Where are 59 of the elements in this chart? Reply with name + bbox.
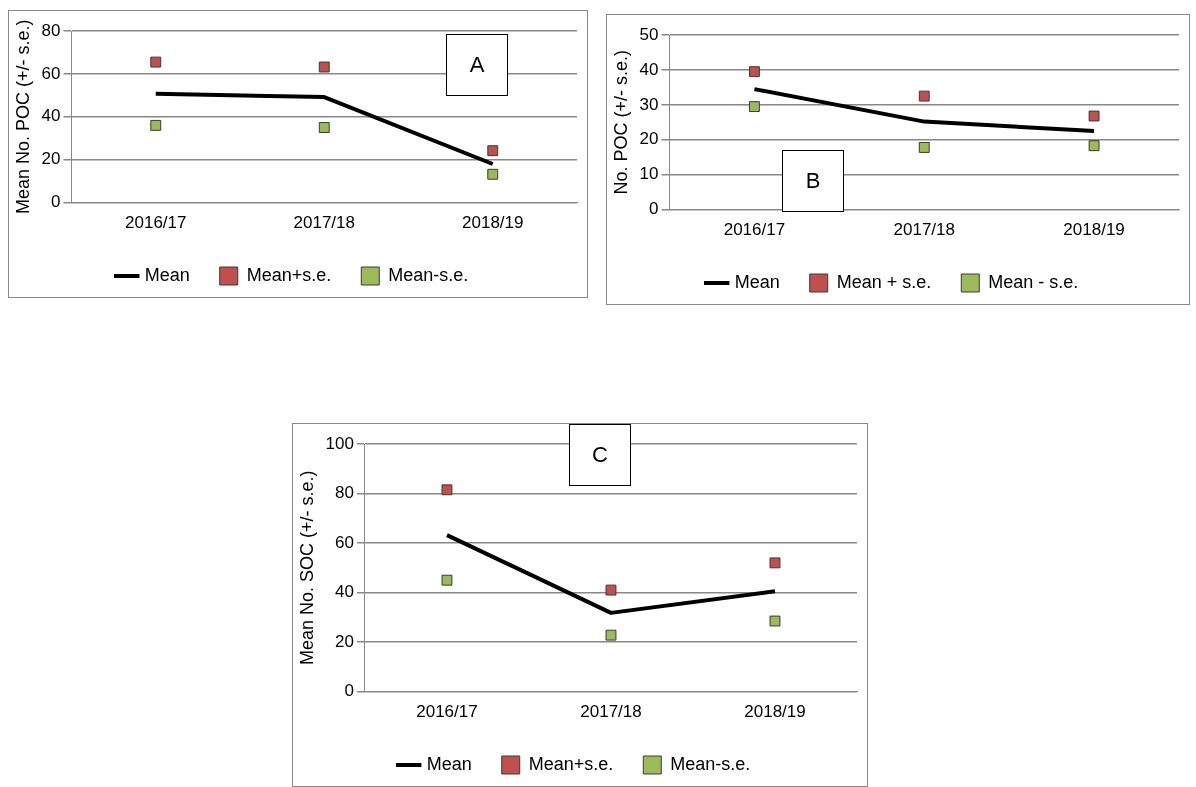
legend-label: Mean [144,264,190,285]
y-tick-label: 80 [41,20,61,40]
annotation: B [782,150,844,212]
point [318,61,330,73]
legend-label: Mean+s.e. [246,264,332,285]
point [1088,140,1100,152]
x-tick-label: 2016/17 [723,220,786,240]
y-tick-label: 20 [41,149,61,169]
y-tick-label: 80 [335,483,354,503]
x-tick-label: 2018/19 [1063,220,1125,240]
point [918,90,930,102]
point [487,145,499,157]
point [748,101,760,113]
y-tick-label: 20 [335,631,354,651]
y-tick-label: 60 [41,63,61,83]
point [150,56,162,68]
point [150,119,162,131]
point [748,66,760,78]
point [441,484,453,496]
x-tick-label: 2017/18 [580,702,642,722]
point [605,629,617,641]
legend-label: Mean [734,271,780,292]
legend-label: Mean+s.e. [528,753,614,774]
point [487,168,499,180]
point [918,141,930,153]
y-tick-label: 0 [344,681,354,701]
y-tick-label: 30 [639,94,659,114]
annotation: C [569,424,631,486]
legend-label: Mean - s.e. [988,271,1079,292]
y-tick-label: 60 [335,532,354,552]
y-tick-label: 100 [325,433,354,453]
y-tick-label: 20 [639,129,659,149]
y-tick-label: 40 [41,106,61,126]
y-tick-label: 50 [639,24,659,44]
x-tick-label: 2016/17 [125,213,187,233]
legend-label: Mean-s.e. [388,264,469,285]
x-tick-label: 2017/18 [893,220,955,240]
point [1088,110,1100,122]
y-tick-label: 0 [51,192,61,212]
x-tick-label: 2017/18 [293,213,355,233]
legend-label: Mean-s.e. [670,753,751,774]
y-tick-label: 40 [335,582,354,602]
x-tick-label: 2018/19 [744,702,806,722]
legend-label: Mean + s.e. [836,271,932,292]
y-tick-label: 40 [639,59,659,79]
x-tick-label: 2016/17 [416,702,478,722]
x-tick-label: 2018/19 [462,213,524,233]
y-axis-title: Mean No. POC (+/- s.e.) [12,19,33,215]
point [769,557,781,569]
annotation: A [446,34,508,96]
legend-label: Mean [426,753,472,774]
point [605,584,617,596]
point [769,615,781,627]
point [318,122,330,133]
y-tick-label: 10 [639,164,659,184]
y-axis-title: Mean No. SOC (+/- s.e.) [296,470,317,666]
y-axis-title: No. POC (+/- s.e.) [610,50,631,195]
point [441,574,453,586]
y-tick-label: 0 [649,199,659,219]
